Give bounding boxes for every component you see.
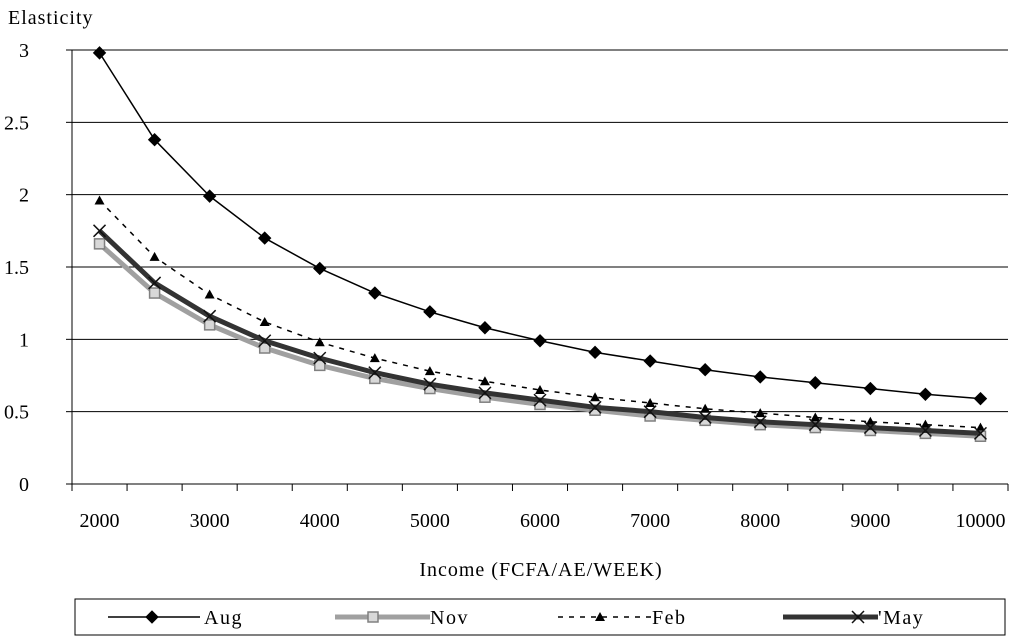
data-point-nov: [93, 238, 106, 250]
data-point-aug: [147, 132, 162, 147]
data-point-nov: [148, 287, 161, 299]
data-point-aug: [808, 376, 823, 390]
data-point-feb: [149, 251, 160, 261]
x-tick-label: 7000: [630, 510, 670, 532]
data-point-may: [533, 393, 547, 407]
x-tick-label: 9000: [850, 510, 890, 532]
x-tick-label: 4000: [300, 510, 340, 532]
data-point-feb: [204, 289, 215, 299]
y-tick-label: 0.5: [4, 402, 29, 424]
x-tick-labels: 2000 3000 4000 5000 6000 7000 8000 9000 10000: [80, 510, 1006, 532]
legend-label-aug: Aug: [204, 607, 243, 629]
axes: [66, 49, 1009, 491]
data-point-may: [973, 426, 988, 440]
data-point-feb: [645, 397, 656, 407]
y-tick-labels: 0 0.5 1 1.5 2 2.5 3: [4, 40, 29, 496]
data-point-feb: [865, 416, 876, 426]
legend-label-may: 'May: [878, 607, 924, 629]
data-point-feb: [590, 392, 601, 402]
data-point-may: [423, 377, 437, 391]
data-point-aug: [973, 391, 988, 406]
x-tick-label: 8000: [740, 510, 780, 532]
y-tick-label: 2: [19, 185, 29, 207]
data-point-may: [313, 351, 327, 365]
legend-marker-may: [851, 610, 865, 624]
data-point-may: [918, 423, 932, 438]
data-point-aug: [368, 286, 382, 300]
x-tick-label: 10000: [955, 510, 1005, 532]
data-point-aug: [918, 387, 933, 402]
data-point-may: [643, 405, 657, 419]
y-tick-label: 0: [19, 474, 29, 496]
data-point-aug: [698, 363, 712, 377]
y-tick-label: 1: [19, 329, 29, 351]
data-point-may: [148, 276, 162, 290]
x-axis-title: Income (FCFA/AE/WEEK): [419, 559, 662, 581]
data-point-may: [588, 400, 602, 414]
data-point-aug: [533, 334, 547, 348]
x-tick-label: 2000: [80, 510, 120, 532]
data-point-aug: [643, 354, 657, 368]
data-point-aug: [588, 345, 602, 360]
data-point-feb: [975, 422, 986, 432]
data-point-may: [258, 334, 272, 348]
data-point-aug: [423, 305, 437, 319]
data-point-nov: [203, 319, 216, 331]
legend-label-nov: Nov: [430, 607, 469, 629]
data-point-may: [753, 415, 767, 429]
data-point-may: [92, 224, 107, 238]
data-point-feb: [369, 353, 380, 363]
data-point-feb: [259, 316, 270, 326]
data-point-feb: [479, 376, 490, 386]
data-point-may: [863, 421, 877, 435]
data-point-aug: [313, 261, 327, 276]
data-point-aug: [202, 189, 217, 203]
data-point-may: [808, 418, 822, 432]
data-point-aug: [863, 381, 878, 396]
legend-marker-nov: [367, 611, 379, 623]
legend-marker-feb: [595, 612, 605, 621]
data-point-feb: [314, 337, 325, 347]
data-point-feb: [535, 384, 545, 394]
data-point-may: [478, 386, 492, 400]
y-tick-label: 1.5: [4, 257, 29, 279]
data-point-aug: [753, 370, 767, 384]
y-tick-label: 3: [19, 40, 29, 62]
x-tick-label: 3000: [190, 510, 230, 532]
x-tick-label: 5000: [410, 510, 450, 532]
y-axis-title: Elasticity: [8, 7, 94, 29]
data-point-feb: [810, 412, 821, 422]
data-point-aug: [92, 46, 107, 60]
data-point-feb: [700, 403, 711, 413]
legend-label-feb: Feb: [652, 607, 687, 629]
data-point-aug: [257, 231, 272, 245]
data-point-feb: [424, 366, 435, 376]
x-tick-label: 6000: [520, 510, 560, 532]
y-tick-label: 2.5: [4, 112, 29, 134]
legend: Aug Nov Feb 'May: [74, 598, 1006, 636]
data-point-may: [698, 410, 712, 424]
legend-marker-aug: [145, 610, 159, 624]
data-point-feb: [755, 408, 766, 418]
gridlines: [72, 49, 1008, 413]
data-point-may: [368, 366, 382, 380]
series-group: [92, 46, 988, 443]
data-point-aug: [478, 321, 492, 335]
data-point-feb: [920, 419, 931, 429]
data-point-feb: [94, 195, 105, 205]
data-point-may: [203, 309, 217, 323]
